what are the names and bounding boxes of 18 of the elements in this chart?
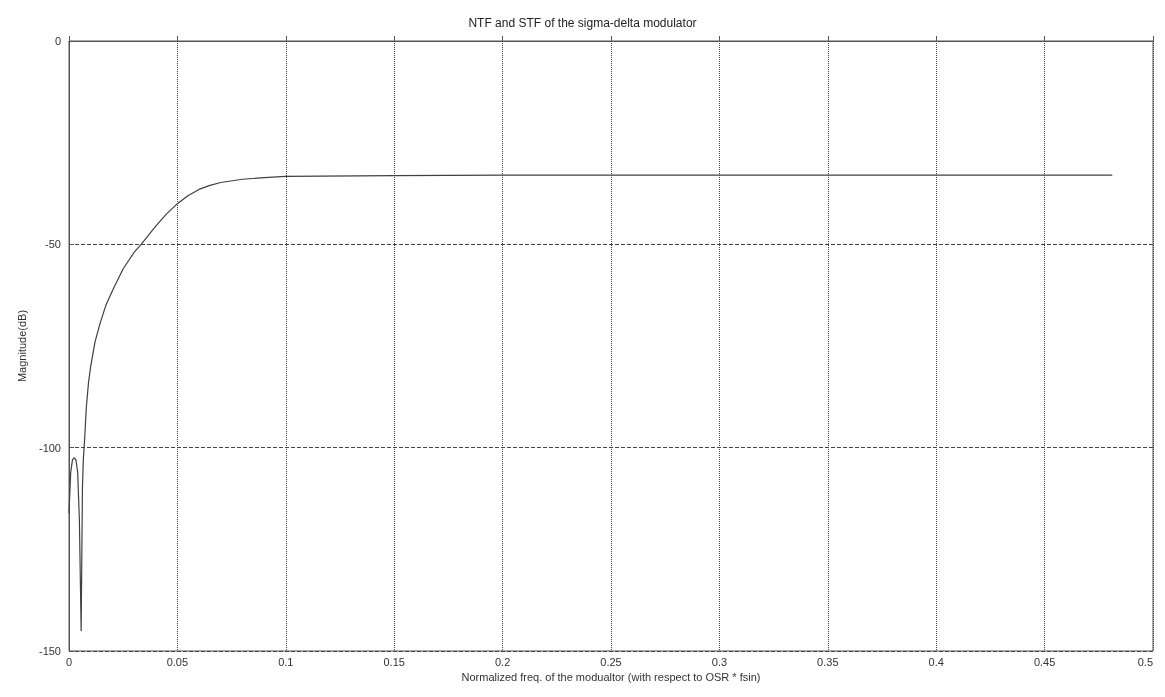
- x-tick-label: 0.3: [711, 655, 728, 668]
- x-tick-label: 0.05: [166, 655, 189, 668]
- chart-title: NTF and STF of the sigma-delta modulator: [468, 16, 697, 30]
- x-tick-label: 0.1: [278, 655, 294, 668]
- x-tick-label: 0.35: [817, 655, 839, 668]
- x-axis-title: Normalized freq. of the modualtor (with respect to OSR * fsin): [461, 671, 761, 684]
- x-tick-label: 0.45: [1033, 655, 1056, 668]
- y-tick-label: -50: [45, 238, 61, 251]
- y-axis-title: Magnitude(dB): [15, 309, 28, 383]
- y-tick-label: -100: [38, 441, 61, 454]
- x-tick-label: 0: [65, 655, 73, 668]
- x-tick-label: 0.2: [494, 655, 511, 668]
- x-tick-label: 0.5: [1137, 655, 1153, 668]
- y-tick-label: 0: [54, 35, 61, 47]
- x-tick-label: 0.15: [383, 655, 405, 668]
- x-tick-label: 0.4: [928, 655, 944, 668]
- y-tick-label: -150: [38, 645, 61, 657]
- x-tick-label: 0.25: [600, 655, 622, 668]
